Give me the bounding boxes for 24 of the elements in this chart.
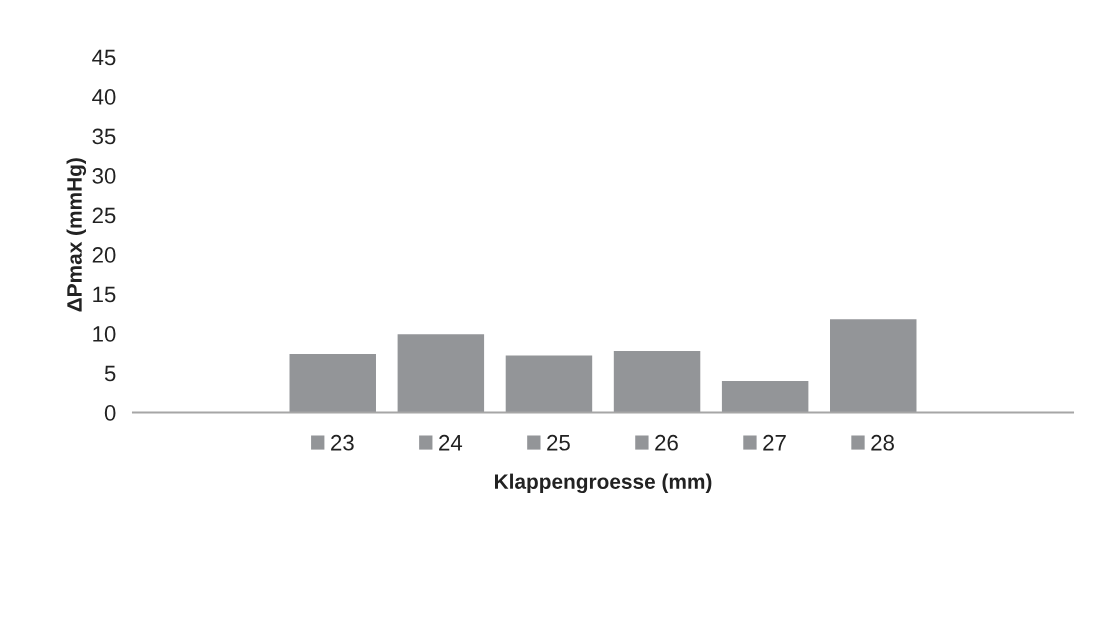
legend-label: 27 — [763, 434, 786, 451]
legend-label: 26 — [655, 434, 678, 451]
bar — [505, 355, 593, 413]
bar — [397, 334, 485, 413]
x-axis-title: Klappengroesse (mm) — [495, 473, 712, 494]
y-tick-label: 25 — [92, 207, 116, 224]
legend-label: 24 — [439, 434, 463, 451]
legend-label: 25 — [547, 434, 570, 451]
y-tick-label: 10 — [93, 326, 116, 342]
y-tick-label: 30 — [92, 168, 116, 184]
bar — [289, 354, 376, 413]
y-tick-label: 0 — [104, 405, 116, 421]
bar — [613, 350, 701, 413]
legend-label: 28 — [871, 434, 894, 451]
y-tick-label: 5 — [104, 365, 116, 382]
y-tick-label: 45 — [92, 49, 116, 66]
y-tick-label: 40 — [92, 89, 116, 105]
legend-label: 23 — [331, 434, 354, 451]
bar — [830, 319, 917, 413]
y-axis-title: ΔPmax (mmHg) — [66, 158, 87, 312]
bar — [721, 380, 809, 413]
y-tick-label: 15 — [93, 286, 116, 303]
y-tick-label: 35 — [92, 128, 116, 145]
y-tick-label: 20 — [92, 247, 116, 263]
